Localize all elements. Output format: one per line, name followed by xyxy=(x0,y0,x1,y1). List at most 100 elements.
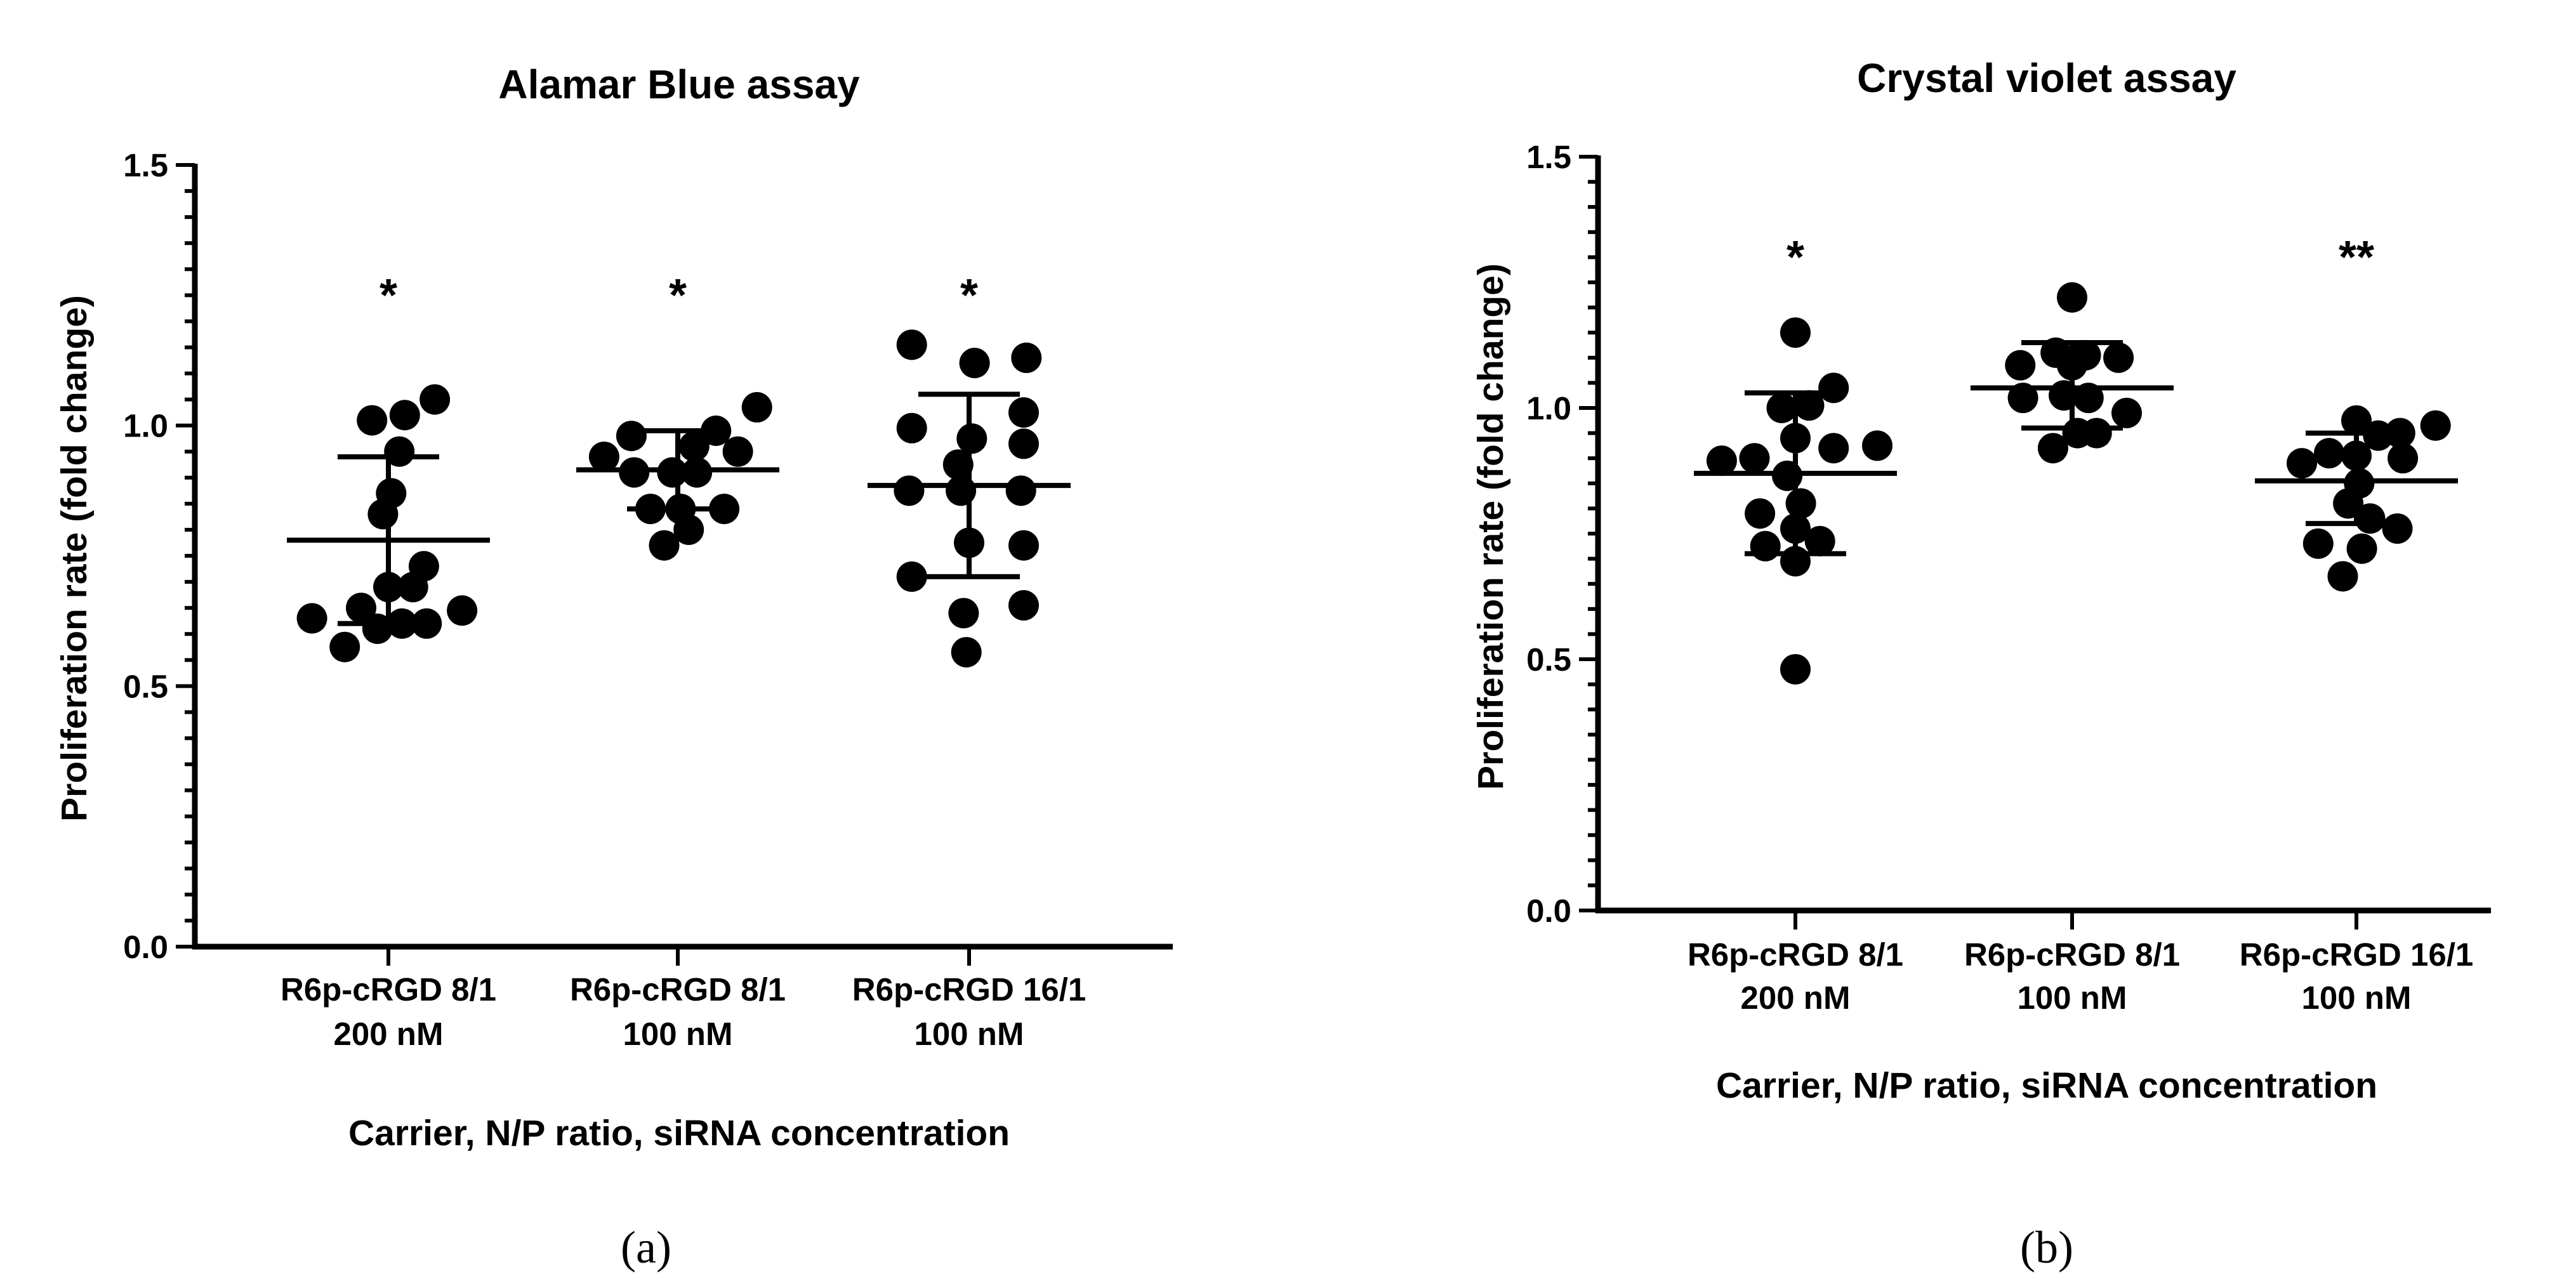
panel-a-data-point xyxy=(956,423,987,454)
panel-b-chart: Crystal violet assay Proliferation rate … xyxy=(1470,55,2491,1106)
panel-b-y-tick-label: 1.5 xyxy=(1526,139,1571,175)
panel-a-x-tick-label-line2: 100 nM xyxy=(915,1016,1024,1052)
panel-a-y-tick-label: 0.5 xyxy=(123,668,168,704)
panel-a-data-point xyxy=(408,551,439,582)
panel-a-y-tick-label: 1.5 xyxy=(123,147,168,183)
panel-label-b: (b) xyxy=(2020,1222,2073,1273)
panel-b-title: Crystal violet assay xyxy=(1857,55,2236,101)
panel-label-a: (a) xyxy=(621,1222,671,1273)
panel-b-data-point xyxy=(2070,339,2101,371)
panel-a-data-point xyxy=(376,478,407,509)
panel-a-data-point xyxy=(942,449,974,480)
panel-b-data-point xyxy=(2111,397,2142,428)
panel-a-data-point xyxy=(1008,590,1039,621)
panel-b-data-point xyxy=(1818,433,1849,464)
panel-b-data-point xyxy=(2382,513,2413,544)
panel-a-data-point xyxy=(948,598,979,629)
panel-b-data-point xyxy=(1745,498,1776,529)
panel-a-data-point xyxy=(959,348,990,379)
panel-a-data-point xyxy=(896,561,927,592)
panel-a-y-tick-label: 1.0 xyxy=(123,408,168,444)
panel-a-data-point xyxy=(896,412,927,444)
panel-a-data-point xyxy=(682,457,713,488)
panel-b-x-tick-label-line2: 100 nM xyxy=(2018,980,2127,1016)
panel-a-data-point xyxy=(951,636,982,667)
panel-a-data-point xyxy=(616,421,647,452)
panel-b-data-point xyxy=(2327,561,2358,592)
panel-b-y-tick-label: 0.0 xyxy=(1526,893,1571,929)
panel-b-data-point xyxy=(1818,372,1849,404)
panel-b-y-tick-label: 0.5 xyxy=(1526,641,1571,678)
panel-a-y-axis-label: Proliferation rate (fold change) xyxy=(54,295,95,822)
panel-a-data-point xyxy=(1011,342,1042,373)
panel-a-data-point xyxy=(329,631,360,662)
panel-b-data-point xyxy=(2287,448,2317,479)
panel-b-data-point xyxy=(1780,317,1811,348)
panel-a-x-tick-label-line2: 200 nM xyxy=(334,1016,444,1052)
panel-a-significance-marker: * xyxy=(669,270,687,321)
panel-a-data-point xyxy=(741,391,772,423)
panel-a-data-point xyxy=(896,329,927,360)
panel-b-data-point xyxy=(1780,654,1811,685)
panel-a-data-point xyxy=(678,431,710,462)
panel-a-significance-marker: * xyxy=(380,270,397,321)
panel-a-data-point xyxy=(419,384,451,415)
panel-a-data-point xyxy=(1008,530,1039,561)
panel-b-y-axis-label: Proliferation rate (fold change) xyxy=(1470,263,1511,790)
panel-b-x-tick-label: R6p-cRGD 8/1 xyxy=(1964,936,2180,973)
panel-a-data-point xyxy=(1008,397,1039,428)
panel-a-data-point xyxy=(1008,428,1039,459)
panel-a-chart: Alamar Blue assay Proliferation rate (fo… xyxy=(54,62,1173,1153)
panel-b-data-point xyxy=(1739,443,1770,474)
panel-b-data-point xyxy=(1804,525,1835,556)
panel-b-x-tick-label: R6p-cRGD 16/1 xyxy=(2240,936,2473,973)
panel-a-data-point xyxy=(619,457,650,488)
panel-a-data-point xyxy=(673,514,704,545)
panel-b-data-point xyxy=(2355,503,2386,534)
panel-b-data-point xyxy=(1750,530,1781,562)
panel-b-data-point xyxy=(2420,410,2451,441)
panel-b-x-axis-label: Carrier, N/P ratio, siRNA concentration xyxy=(1716,1065,2377,1106)
panel-b-data-point xyxy=(2037,433,2068,464)
panel-b-plot-area: 0.0 0.5 1.0 1.5 R6p-cRGD 8/1 200 nM R6p-cRGD 8… xyxy=(1526,139,2491,1016)
panel-b-data-point xyxy=(2388,443,2419,474)
panel-a-x-axis-label: Carrier, N/P ratio, siRNA concentration xyxy=(348,1113,1010,1153)
panel-b-data-point xyxy=(1793,390,1825,421)
panel-a-data-point xyxy=(346,593,376,624)
panel-b-x-tick-label: R6p-cRGD 8/1 xyxy=(1688,936,1903,973)
panel-b-x-tick-label-line2: 100 nM xyxy=(2302,980,2412,1016)
panel-b-data-point xyxy=(2302,528,2334,559)
panel-a-x-tick-label: R6p-cRGD 16/1 xyxy=(852,971,1086,1008)
panel-b-data-point xyxy=(2057,282,2087,313)
panel-b-data-point xyxy=(2103,342,2134,373)
panel-a-data-point xyxy=(649,530,680,561)
panel-a-plot-area: 0.0 0.5 1.0 1.5 R6p-cRGD 8/1 200 nM R6p-cRGD 8… xyxy=(123,147,1173,1052)
panel-b-data-point xyxy=(2346,533,2377,564)
panel-a-data-point xyxy=(296,603,327,634)
panel-a-data-point xyxy=(389,400,420,431)
panel-a-x-tick-label: R6p-cRGD 8/1 xyxy=(570,971,786,1008)
panel-a-title: Alamar Blue assay xyxy=(498,62,860,107)
panel-a-data-point xyxy=(894,475,925,506)
panel-b-data-point xyxy=(1766,393,1797,423)
panel-a-data-point xyxy=(1005,475,1036,506)
panel-b-x-tick-label-line2: 200 nM xyxy=(1741,980,1851,1016)
panel-b-y-tick-label: 1.0 xyxy=(1526,390,1571,426)
panel-b-significance-marker: ** xyxy=(2339,232,2374,283)
panel-a-data-point xyxy=(447,595,478,626)
panel-a-data-point xyxy=(722,436,753,467)
panel-b-data-point xyxy=(2081,417,2112,449)
panel-a-x-tick-label: R6p-cRGD 8/1 xyxy=(281,971,496,1008)
panel-b-data-point xyxy=(1785,488,1816,519)
panel-a-significance-marker: * xyxy=(960,270,978,321)
panel-a-x-tick-label-line2: 100 nM xyxy=(623,1016,733,1052)
panel-b-data-point xyxy=(1862,430,1892,461)
panel-b-data-point xyxy=(1706,445,1737,476)
panel-a-data-point xyxy=(588,441,619,472)
panel-b-significance-marker: * xyxy=(1787,232,1804,283)
panel-b-data-point xyxy=(2341,405,2372,436)
panel-b-data-point xyxy=(2005,350,2036,381)
panel-b-data-point xyxy=(2314,438,2344,469)
panel-a-y-tick-label: 0.0 xyxy=(123,929,168,965)
